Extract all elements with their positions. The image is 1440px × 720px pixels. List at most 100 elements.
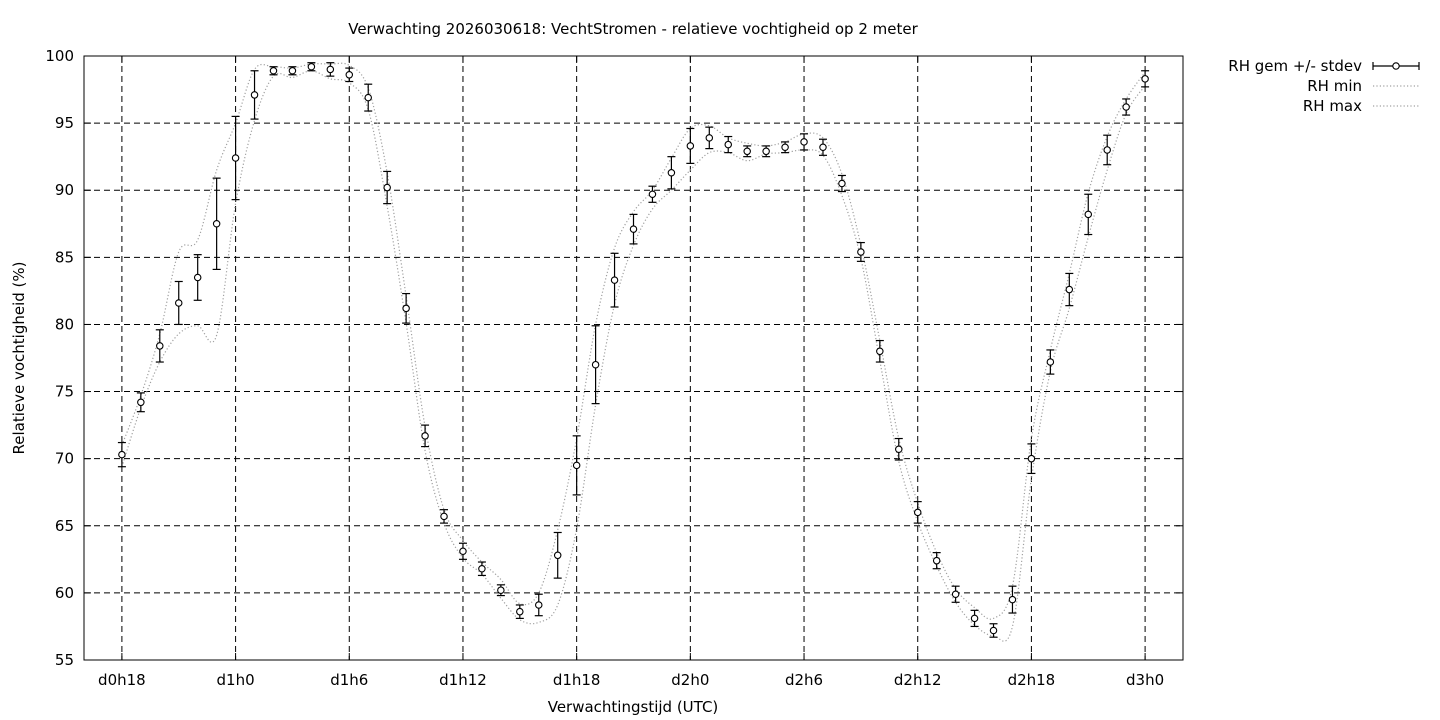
y-tick-label: 95 [55, 114, 74, 132]
data-point [591, 325, 600, 405]
legend: RH gem +/- stdev RH min RH max [1228, 57, 1420, 115]
mean-marker [516, 607, 524, 616]
mean-marker [421, 432, 429, 440]
y-tick-label: 90 [55, 181, 74, 199]
mean-marker [989, 626, 998, 635]
mean-marker [1027, 454, 1036, 463]
legend-label: RH max [1303, 97, 1362, 115]
mean-marker [913, 508, 922, 517]
data-point [326, 62, 335, 77]
mean-marker [174, 299, 183, 307]
data-point [288, 66, 297, 76]
legend-entry: RH max [1303, 97, 1419, 115]
mean-marker [193, 273, 202, 282]
mean-marker [1084, 210, 1093, 219]
mean-marker [857, 248, 865, 256]
data-point [1084, 193, 1093, 236]
data-point [1008, 585, 1017, 614]
x-tick-label: d2h12 [894, 671, 942, 689]
series-line-rh-max [121, 62, 1146, 620]
data-point [269, 66, 278, 76]
data-point [837, 174, 846, 193]
data-point [212, 177, 221, 271]
data-point [345, 67, 354, 83]
data-point [1027, 443, 1036, 475]
chart-title: Verwachting 2026030618: VechtStromen - r… [348, 20, 918, 38]
mean-marker [1065, 285, 1074, 294]
mean-marker [667, 169, 676, 177]
y-tick-label: 75 [55, 383, 74, 401]
mean-marker [686, 142, 695, 150]
data-point [136, 392, 145, 413]
data-point [364, 83, 373, 112]
data-point [686, 127, 695, 164]
mean-marker [591, 360, 600, 369]
data-point [458, 542, 467, 560]
data-point [534, 593, 543, 617]
x-tick-label: d1h18 [553, 671, 601, 689]
mean-marker [1141, 75, 1149, 83]
x-tick-label: d2h0 [671, 671, 709, 689]
y-tick-label: 70 [55, 450, 74, 468]
y-axis-title: Relatieve vochtigheid (%) [10, 261, 28, 454]
mean-marker [705, 134, 714, 142]
mean-marker [459, 547, 467, 556]
data-point [231, 115, 240, 201]
mean-marker [800, 138, 808, 146]
data-point [1122, 98, 1131, 116]
series-layer [117, 62, 1150, 642]
mean-marker [895, 445, 903, 454]
mean-marker [364, 93, 372, 102]
data-point [800, 133, 809, 151]
mean-marker [478, 564, 486, 573]
legend-label: RH min [1307, 77, 1362, 95]
data-point [496, 584, 505, 597]
y-tick-label: 80 [55, 315, 74, 333]
y-tick-label: 60 [55, 584, 74, 602]
data-point [1046, 349, 1055, 375]
data-point [440, 509, 449, 524]
mean-marker [876, 347, 884, 356]
mean-marker [762, 147, 770, 156]
data-point [932, 552, 941, 570]
mean-marker [932, 556, 941, 565]
data-point [875, 339, 884, 363]
mean-marker [326, 65, 335, 74]
series-line-rh-min [121, 70, 1146, 642]
mean-marker [1046, 358, 1055, 366]
data-point [629, 213, 638, 245]
data-point [781, 141, 790, 154]
data-point [762, 145, 771, 158]
mean-marker [269, 67, 278, 75]
grid [84, 56, 1183, 660]
legend-label: RH gem +/- stdev [1228, 57, 1362, 75]
data-point [724, 135, 733, 154]
data-point [970, 609, 979, 628]
x-tick-label: d1h0 [217, 671, 255, 689]
mean-marker [535, 601, 543, 609]
data-point [155, 329, 164, 363]
mean-marker [231, 154, 240, 162]
data-point [894, 437, 903, 461]
data-point [856, 241, 865, 262]
data-point [648, 185, 657, 203]
x-tick-label: d3h0 [1126, 671, 1164, 689]
mean-marker [648, 190, 657, 198]
mean-marker [383, 183, 391, 192]
mean-marker [1008, 595, 1017, 604]
data-point [705, 126, 714, 150]
mean-marker [724, 140, 732, 149]
data-point [174, 280, 183, 326]
data-point [1065, 272, 1074, 307]
data-point [572, 435, 581, 496]
data-point [913, 501, 922, 524]
y-tick-label: 55 [55, 651, 74, 669]
plot-frame [83, 55, 1184, 661]
x-tick-label: d1h12 [439, 671, 487, 689]
data-point [989, 623, 998, 638]
data-point [383, 170, 392, 205]
mean-marker [288, 67, 297, 75]
mean-marker [819, 143, 827, 152]
data-point [421, 424, 430, 448]
data-point [553, 531, 562, 579]
